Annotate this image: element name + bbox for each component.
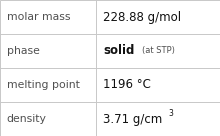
Text: melting point: melting point	[7, 80, 79, 90]
Text: 3.71 g/cm: 3.71 g/cm	[103, 112, 163, 126]
Text: (at STP): (at STP)	[142, 47, 175, 55]
Text: molar mass: molar mass	[7, 12, 70, 22]
Text: phase: phase	[7, 46, 39, 56]
Text: density: density	[7, 114, 46, 124]
Text: 3: 3	[168, 109, 173, 118]
Text: 1196 °C: 1196 °C	[103, 78, 151, 92]
Text: solid: solid	[103, 44, 135, 58]
Text: 228.88 g/mol: 228.88 g/mol	[103, 10, 182, 24]
